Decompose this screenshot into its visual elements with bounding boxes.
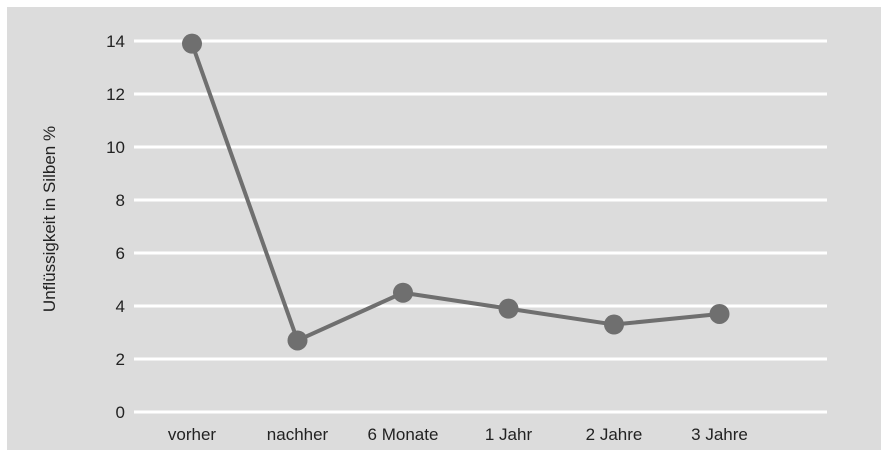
- line-chart: 0 2 4 6 8 10 12 14 vorher nachher 6 Monate 1 Jahr 2…: [7, 7, 881, 450]
- data-point: [393, 282, 413, 303]
- data-point: [709, 303, 730, 324]
- data-point: [498, 298, 519, 319]
- x-tick-labels: vorher nachher 6 Monate 1 Jahr 2 Jahre 3 Jahr…: [168, 425, 748, 444]
- y-tick-label: 0: [116, 403, 125, 422]
- y-tick-label: 14: [106, 32, 125, 51]
- data-series: [182, 33, 730, 351]
- data-point: [182, 33, 202, 54]
- y-tick-labels: 0 2 4 6 8 10 12 14: [106, 32, 125, 422]
- data-point: [604, 314, 624, 335]
- x-tick-label: 3 Jahre: [691, 425, 748, 444]
- x-tick-label: 1 Jahr: [485, 425, 533, 444]
- x-tick-label: 6 Monate: [368, 425, 439, 444]
- y-tick-label: 6: [116, 244, 125, 263]
- x-tick-label: vorher: [168, 425, 217, 444]
- y-axis-label: Unflüssigkeit in Silben %: [40, 126, 59, 312]
- chart-background: [7, 7, 881, 450]
- data-point: [287, 330, 308, 351]
- x-tick-label: 2 Jahre: [586, 425, 643, 444]
- y-tick-label: 12: [106, 85, 125, 104]
- series-line: [190, 42, 720, 343]
- chart-area: 0 2 4 6 8 10 12 14 vorher nachher 6 Monate 1 Jahr 2…: [7, 7, 881, 450]
- y-tick-label: 10: [106, 138, 125, 157]
- y-tick-label: 4: [116, 297, 125, 316]
- y-tick-label: 8: [116, 191, 125, 210]
- y-tick-label: 2: [116, 350, 125, 369]
- x-tick-label: nachher: [267, 425, 329, 444]
